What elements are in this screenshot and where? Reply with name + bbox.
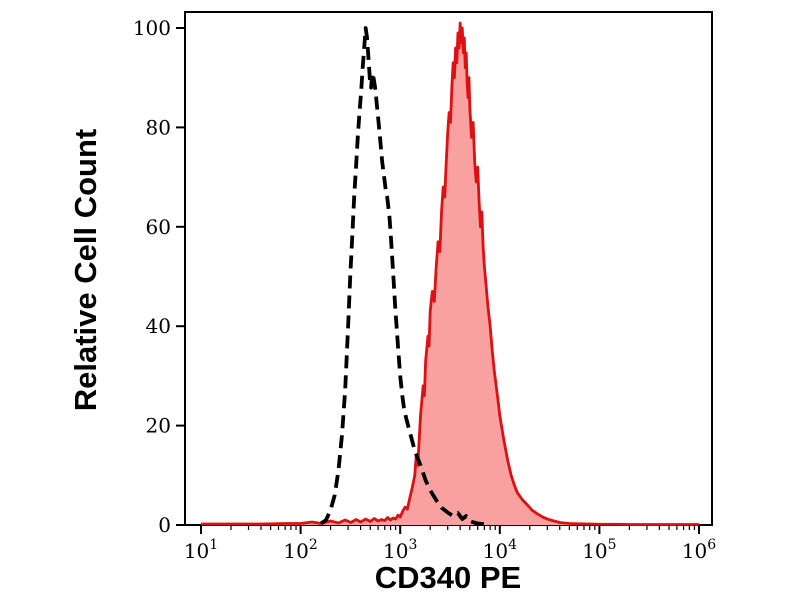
sample-fill	[201, 23, 699, 526]
x-tick-label: 102	[283, 537, 317, 563]
x-tick-label: 101	[184, 537, 218, 563]
y-tick-label: 60	[146, 215, 171, 239]
y-tick-label: 0	[158, 513, 171, 537]
control-curve	[319, 26, 491, 527]
y-tick-label: 100	[133, 16, 171, 40]
y-tick-label: 40	[146, 314, 171, 338]
x-tick-label: 106	[682, 537, 716, 563]
x-tick-label: 104	[483, 537, 517, 563]
sample-curve	[201, 21, 699, 526]
y-axis-label: Relative Cell Count	[68, 129, 103, 412]
x-tick-label: 105	[582, 537, 616, 563]
axes-layer: 0 20 40 60 80 100 101 102 103 104 105 106	[133, 16, 716, 563]
y-tick-label: 20	[146, 414, 171, 438]
curves-layer	[201, 21, 699, 527]
y-tick-label: 80	[146, 115, 171, 139]
x-axis-label: CD340 PE	[375, 560, 521, 595]
x-tick-label: 103	[383, 537, 417, 563]
